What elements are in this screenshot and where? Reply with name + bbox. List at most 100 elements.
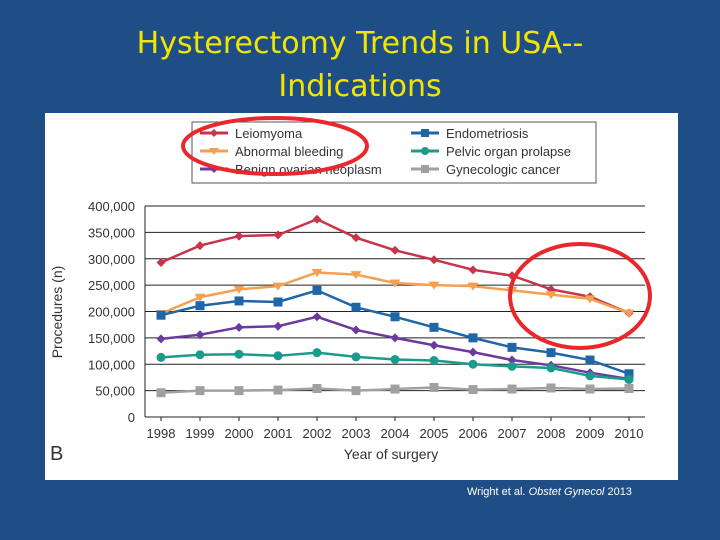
citation-year: 2013	[607, 486, 632, 498]
y-tick-label: 250,000	[88, 278, 135, 293]
data-point	[584, 295, 596, 304]
slide-title-line2: Indications	[278, 69, 442, 104]
citation-authors: Wright et al.	[467, 486, 526, 498]
data-point	[546, 348, 556, 358]
highlight-ellipse-legend	[181, 116, 369, 176]
y-tick-label: 300,000	[88, 252, 135, 267]
panel-label: B	[50, 443, 64, 465]
citation: Wright et al. Obstet Gynecol 2013	[467, 486, 632, 498]
data-point	[156, 334, 166, 344]
data-point	[390, 384, 400, 394]
y-tick-label: 150,000	[88, 331, 135, 346]
legend-label: Endometriosis	[446, 126, 529, 141]
data-point	[234, 231, 244, 241]
data-point	[429, 356, 439, 366]
data-point	[467, 282, 479, 291]
data-point	[624, 369, 634, 379]
data-point	[546, 383, 556, 393]
data-point	[351, 386, 361, 396]
data-point	[351, 325, 361, 335]
data-point	[429, 322, 439, 332]
data-point	[390, 355, 400, 365]
x-tick-label: 2009	[576, 426, 605, 441]
data-point	[156, 352, 166, 362]
x-tick-label: 2001	[264, 426, 293, 441]
data-point	[234, 322, 244, 332]
highlight-ellipse-trend	[508, 242, 652, 350]
data-point	[390, 312, 400, 322]
x-tick-label: 2006	[459, 426, 488, 441]
data-point	[507, 342, 517, 352]
data-point	[468, 385, 478, 395]
data-point	[156, 388, 166, 398]
chart-svg: 0 50,000 100,000 150,000 200,000 250,000 300,0…	[49, 116, 652, 462]
data-point	[156, 310, 166, 320]
citation-journal: Obstet Gynecol	[528, 486, 605, 498]
data-point	[389, 279, 401, 288]
data-point	[585, 371, 595, 381]
x-tick-label: 2005	[420, 426, 449, 441]
data-point	[390, 245, 400, 255]
series-line	[160, 271, 630, 315]
y-axis-title: Procedures (n)	[49, 266, 65, 359]
data-point	[273, 351, 283, 361]
y-tick-label: 400,000	[88, 199, 135, 214]
data-point	[195, 350, 205, 360]
data-point	[156, 257, 166, 267]
data-point	[624, 384, 634, 394]
x-tick-label: 2002	[303, 426, 332, 441]
slide-title: Hysterectomy Trends in USA-- Indications	[0, 22, 720, 108]
data-point	[546, 363, 556, 373]
data-point	[421, 147, 429, 155]
data-point	[468, 333, 478, 343]
data-point	[234, 296, 244, 306]
data-point	[390, 333, 400, 343]
y-tick-label: 200,000	[88, 305, 135, 320]
data-point	[585, 355, 595, 365]
data-point	[429, 340, 439, 350]
data-point	[350, 271, 362, 280]
legend-label: Leiomyoma	[235, 126, 303, 141]
legend-label: Abnormal bleeding	[235, 144, 343, 159]
x-tick-label: 2007	[498, 426, 527, 441]
data-point	[312, 348, 322, 358]
data-point	[351, 233, 361, 243]
data-point	[195, 241, 205, 251]
x-tick-label: 2003	[342, 426, 371, 441]
data-point	[195, 301, 205, 311]
data-point	[210, 129, 218, 137]
data-point	[311, 268, 323, 277]
x-tick-label: 1998	[147, 426, 176, 441]
data-point	[312, 285, 322, 295]
data-point	[194, 293, 206, 302]
data-point	[351, 302, 361, 312]
data-point	[429, 382, 439, 392]
data-point	[273, 297, 283, 307]
data-point	[421, 129, 429, 137]
data-point	[468, 265, 478, 275]
data-point	[273, 385, 283, 395]
legend-label: Pelvic organ prolapse	[446, 144, 571, 159]
data-point	[195, 330, 205, 340]
data-point	[421, 165, 429, 173]
data-point	[351, 352, 361, 362]
data-point	[234, 386, 244, 396]
data-point	[623, 309, 635, 318]
y-tick-label: 350,000	[88, 225, 135, 240]
data-point	[273, 230, 283, 240]
data-point	[585, 384, 595, 394]
data-point	[273, 321, 283, 331]
data-point	[507, 355, 517, 365]
data-point	[312, 214, 322, 224]
data-point	[312, 312, 322, 322]
data-point	[507, 384, 517, 394]
data-point	[272, 282, 284, 291]
y-tick-label: 100,000	[88, 357, 135, 372]
legend-label: Gynecologic cancer	[446, 162, 561, 177]
data-point	[195, 386, 205, 396]
data-point	[234, 349, 244, 359]
chart-panel: 0 50,000 100,000 150,000 200,000 250,000 300,0…	[45, 113, 678, 480]
data-point	[624, 375, 634, 385]
data-point	[545, 291, 557, 300]
y-tick-label: 50,000	[95, 384, 135, 399]
